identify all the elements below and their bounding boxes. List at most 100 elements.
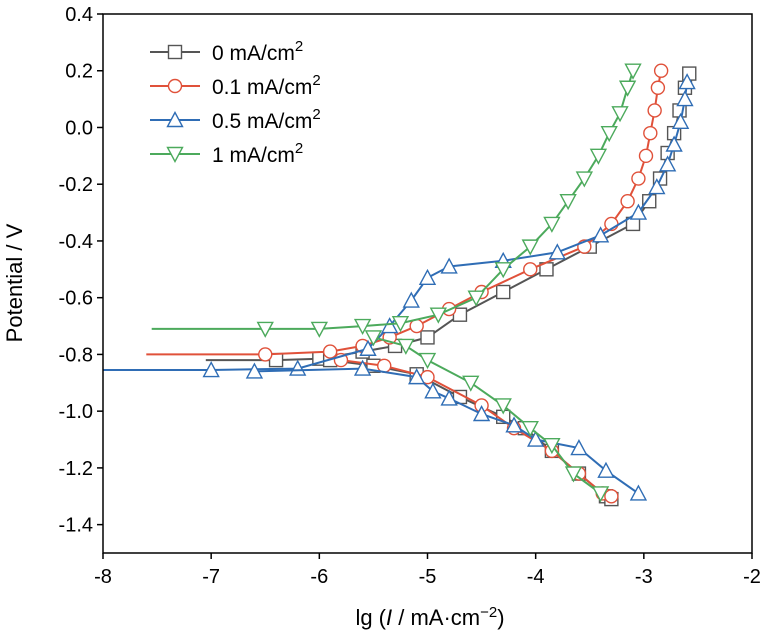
triangle-down-marker [591, 486, 610, 503]
triangle-up-marker [202, 361, 220, 378]
triangle-down-marker [429, 307, 447, 324]
triangle-up-marker [408, 368, 426, 385]
legend: 0 mA/cm2 0.1 mA/cm2 0.5 mA/cm2 1 mA/cm2 [150, 38, 321, 167]
axes-layer: -8 -7 -6 -5 -4 -3 -2 0.4 0.2 0.0 -0.2 -0.4 -0.6 -0.8 -… [59, 4, 761, 588]
circle-marker [523, 262, 538, 277]
triangle-down-marker [256, 321, 274, 338]
triangle-down-marker [589, 148, 608, 165]
legend-label: 0 mA/cm2 [212, 38, 303, 65]
triangle-down-marker [467, 290, 485, 307]
triangle-up-marker [570, 439, 588, 456]
triangle-down-marker [310, 321, 329, 338]
triangle-down-marker [521, 420, 539, 438]
y-tick-label: -0.6 [59, 288, 93, 310]
triangle-up-marker [359, 339, 377, 356]
triangle-up-marker [472, 405, 491, 422]
circle-marker [650, 80, 666, 95]
triangle-down-marker [600, 125, 618, 143]
y-tick-label: 0.0 [65, 117, 93, 139]
circle-marker [258, 347, 273, 362]
x-tick-label: -7 [202, 566, 220, 588]
triangle-up-marker [289, 359, 307, 376]
triangle-up-marker [526, 430, 545, 447]
triangle-up-marker [402, 291, 420, 308]
square-marker [420, 330, 435, 345]
x-tick-label: -6 [310, 566, 328, 588]
triangle-up-marker [440, 257, 458, 274]
triangle-up-marker [440, 389, 458, 406]
y-tick-label: -1.4 [59, 515, 93, 537]
triangle-down-marker [166, 146, 184, 163]
triangle-down-marker [494, 262, 512, 279]
x-tick-label: -8 [94, 566, 112, 588]
triangle-up-marker [665, 135, 683, 152]
triangle-down-marker [364, 330, 383, 347]
triangle-down-marker [618, 80, 637, 97]
y-tick-label: 0.2 [65, 61, 93, 83]
x-tick-label: -5 [419, 566, 437, 588]
triangle-up-marker [678, 73, 696, 90]
circle-marker [643, 125, 658, 141]
triangle-up-marker [676, 90, 694, 107]
y-tick-label: -1.2 [59, 458, 93, 480]
triangle-up-marker [245, 362, 264, 379]
triangle-down-marker [611, 106, 629, 123]
triangle-down-marker [559, 194, 577, 211]
square-marker [496, 284, 511, 300]
triangle-up-marker [591, 226, 610, 243]
series-3 [151, 63, 642, 503]
circle-marker [638, 148, 654, 164]
legend-label: 0.5 mA/cm2 [212, 106, 321, 133]
circle-marker [653, 63, 669, 78]
triangle-up-marker [424, 382, 442, 399]
circle-marker [167, 78, 183, 94]
triangle-down-marker [575, 171, 594, 188]
triangle-up-marker [658, 155, 677, 172]
square-marker [167, 44, 183, 60]
triangle-up-marker [353, 359, 372, 376]
circle-marker [647, 103, 662, 118]
triangle-up-marker [648, 178, 666, 195]
circle-marker [322, 344, 338, 359]
triangle-down-marker [564, 466, 583, 483]
legend-label: 0.1 mA/cm2 [212, 72, 321, 99]
x-tick-label: -2 [743, 566, 761, 588]
triangle-down-marker [494, 398, 512, 415]
y-tick-label: 0.4 [65, 4, 93, 26]
triangle-down-marker [624, 63, 642, 80]
x-tick-label: -4 [527, 566, 545, 588]
triangle-up-marker [548, 243, 566, 260]
triangle-down-marker [543, 438, 561, 455]
x-axis-title: lg (I / mA·cm−2) [355, 604, 504, 630]
x-tick-label: -3 [635, 566, 653, 588]
circle-marker [604, 489, 619, 504]
triangle-down-marker [353, 318, 372, 336]
triangle-up-marker [166, 111, 184, 128]
circle-marker [620, 194, 635, 209]
triangle-up-marker [418, 268, 437, 286]
triangle-up-marker [505, 416, 523, 433]
triangle-up-marker [380, 317, 399, 334]
legend-label: 1 mA/cm2 [212, 140, 303, 167]
series-2 [103, 73, 696, 501]
triangle-up-marker [629, 484, 648, 501]
triangle-down-marker [521, 239, 539, 256]
series-line-anodic [103, 81, 689, 371]
triangle-up-marker [597, 461, 615, 478]
triangle-up-marker [629, 203, 648, 220]
triangle-down-marker [397, 338, 415, 355]
y-tick-label: -0.4 [59, 231, 93, 253]
square-marker [642, 194, 657, 209]
circle-marker [631, 171, 646, 186]
y-axis-title: Potential / V [2, 223, 27, 342]
y-tick-label: -0.2 [59, 174, 93, 196]
y-tick-label: -0.8 [59, 344, 93, 366]
triangle-down-marker [543, 216, 561, 233]
triangle-up-marker [671, 112, 690, 130]
triangle-down-marker [418, 352, 437, 370]
triangle-down-marker [391, 316, 410, 333]
y-tick-label: -1.0 [59, 401, 93, 423]
triangle-down-marker [462, 375, 480, 392]
series-layer [103, 63, 697, 507]
